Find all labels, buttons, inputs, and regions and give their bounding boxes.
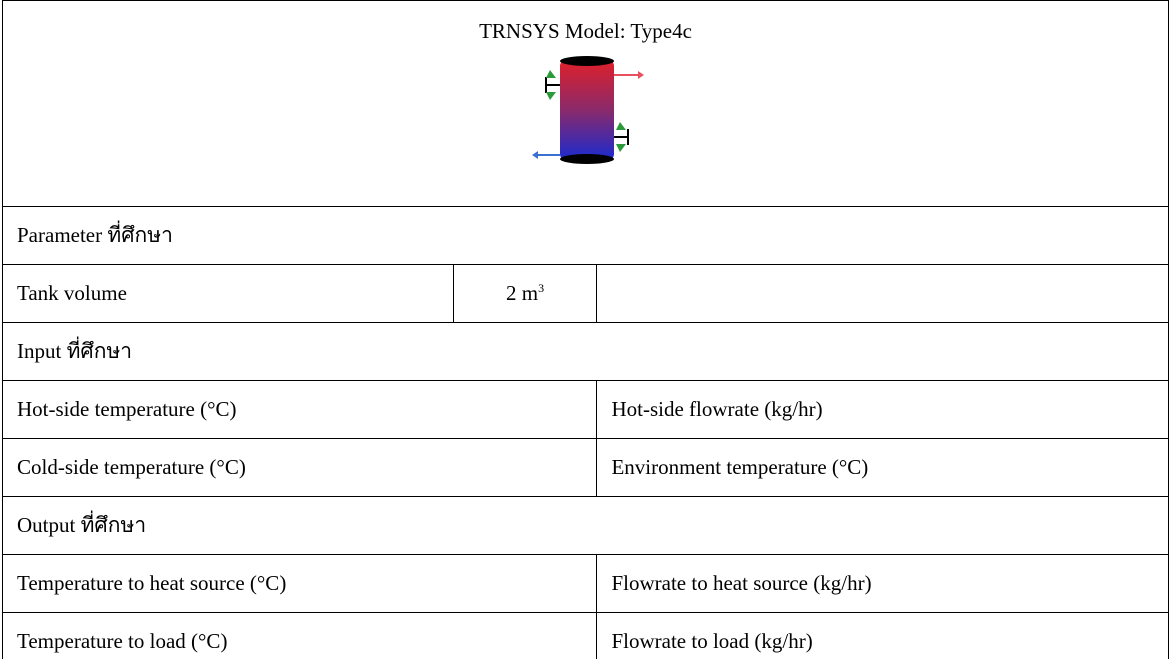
section-cell: Parameter ที่ศึกษา (3, 207, 1169, 265)
header-row: TRNSYS Model: Type4c (3, 1, 1169, 207)
cell: Hot-side temperature (°C) (3, 381, 597, 439)
cell: Environment temperature (°C) (597, 439, 1169, 497)
cell-value: 2 m (506, 281, 538, 305)
cell: Temperature to heat source (°C) (3, 555, 597, 613)
header-cell: TRNSYS Model: Type4c (3, 1, 1169, 207)
superscript: 3 (538, 281, 544, 295)
cell: Hot-side flowrate (kg/hr) (597, 381, 1169, 439)
tank-icon (516, 52, 656, 177)
cell: Flowrate to load (kg/hr) (597, 613, 1169, 659)
cell: Temperature to load (°C) (3, 613, 597, 659)
cell: Tank volume (3, 265, 454, 323)
cell (597, 265, 1169, 323)
cell: Flowrate to heat source (kg/hr) (597, 555, 1169, 613)
model-table: TRNSYS Model: Type4c Parameter ที่ศึกษา (2, 0, 1169, 659)
section-cell: Input ที่ศึกษา (3, 323, 1169, 381)
section-cell: Output ที่ศึกษา (3, 497, 1169, 555)
header-title: TRNSYS Model: Type4c (17, 19, 1154, 44)
cell: 2 m3 (453, 265, 597, 323)
cell: Cold-side temperature (°C) (3, 439, 597, 497)
page: {"header": {"title": "TRNSYS Model: Type… (0, 0, 1171, 659)
